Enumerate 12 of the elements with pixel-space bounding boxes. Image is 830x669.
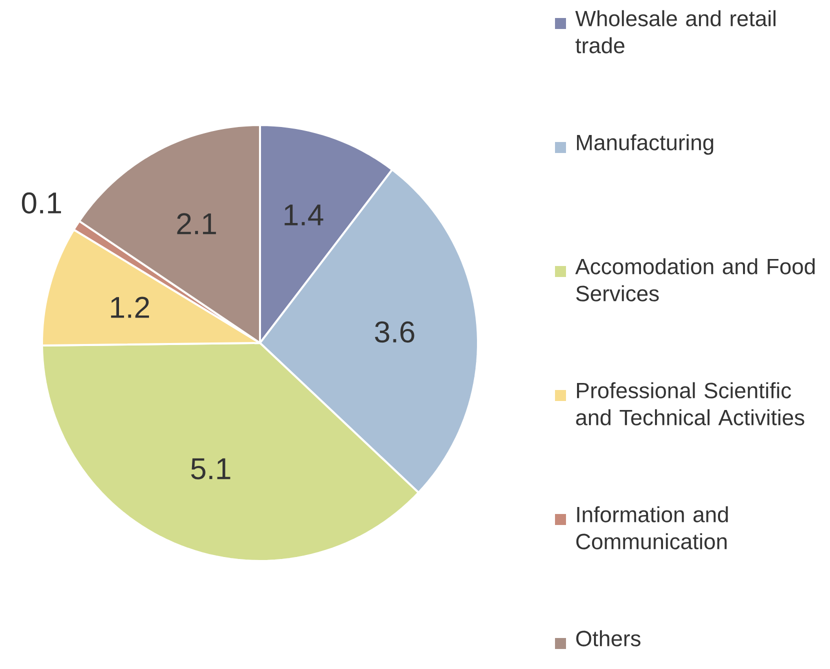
legend-label: Wholesale and retail trade bbox=[575, 10, 776, 54]
data-label: 3.6 bbox=[375, 321, 414, 343]
data-label: 0.1 bbox=[22, 192, 61, 214]
data-label: 5.1 bbox=[191, 458, 230, 480]
legend-label: Manufacturing bbox=[577, 134, 714, 155]
legend-label: Information and Communication bbox=[576, 506, 728, 550]
legend-label: Accomodation and Food Services bbox=[575, 258, 815, 302]
data-label: 2.1 bbox=[177, 213, 216, 234]
legend-label: Professional Scientific and Technical Activities bbox=[576, 382, 804, 426]
data-label: 1.4 bbox=[284, 204, 324, 226]
data-label: 1.2 bbox=[111, 296, 149, 318]
legend-label: Others bbox=[576, 630, 640, 646]
